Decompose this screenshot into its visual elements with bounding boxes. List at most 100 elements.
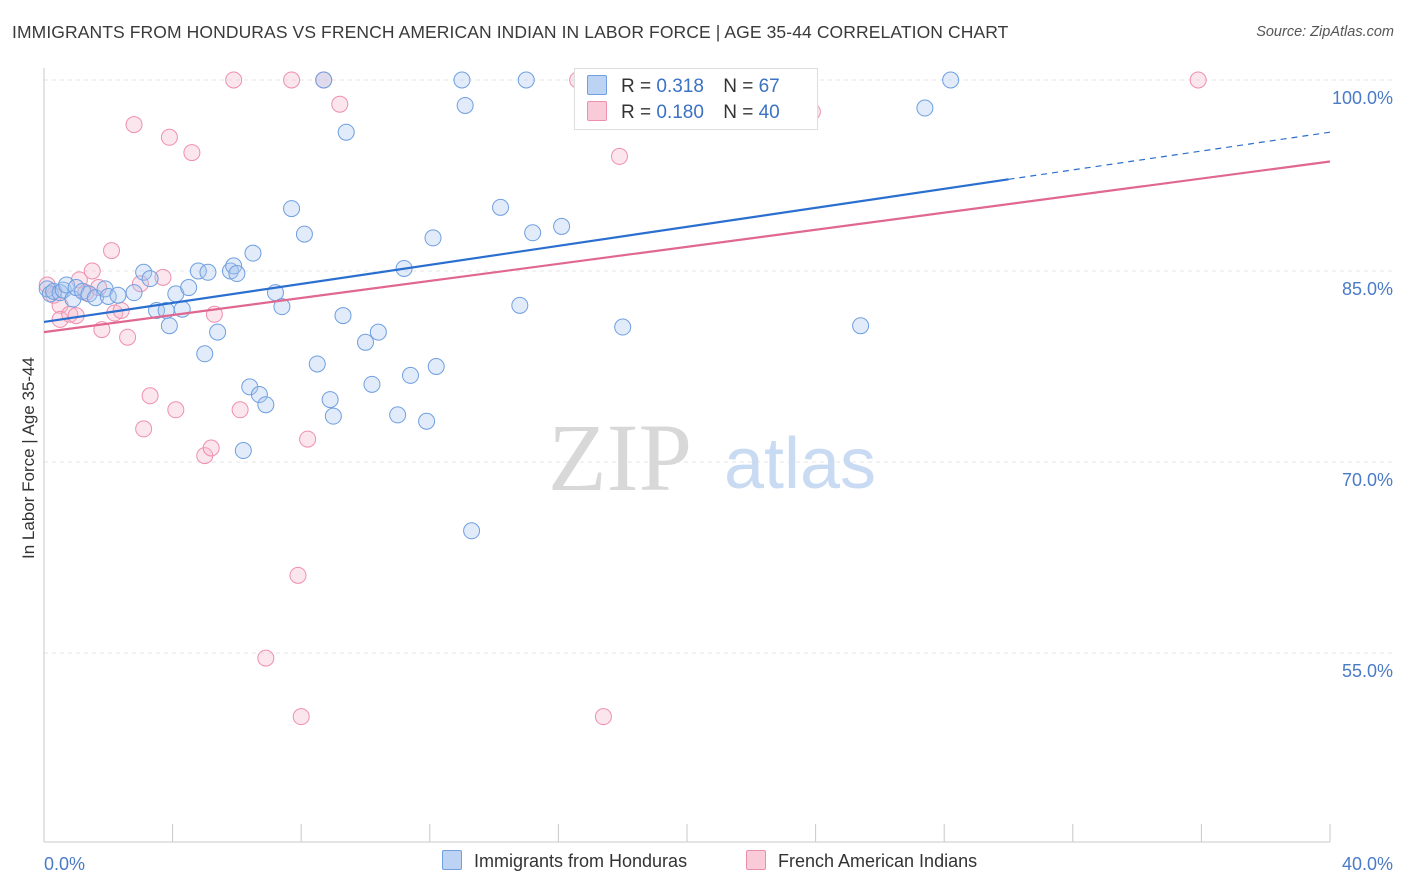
data-point <box>1189 71 1207 89</box>
y-tick-label: 55.0% <box>1342 661 1393 681</box>
data-point <box>553 217 571 235</box>
data-point <box>852 317 870 335</box>
legend-row-french-american-indians: R = 0.180 N = 40 <box>587 101 780 125</box>
data-point <box>418 412 436 430</box>
data-point <box>369 323 387 341</box>
data-point <box>125 116 143 134</box>
data-point <box>321 391 339 409</box>
y-tick-label: 100.0% <box>1332 88 1393 108</box>
data-point <box>225 71 243 89</box>
trend-line-honduras-extension <box>1008 131 1331 180</box>
data-point <box>257 649 275 667</box>
data-point <box>456 96 474 114</box>
trend-lines <box>43 131 1331 334</box>
legend-r-value-french-american-indians: 0.180 <box>656 102 704 123</box>
data-point <box>109 286 127 304</box>
data-point <box>141 387 159 405</box>
data-point <box>135 263 153 281</box>
legend-n-label: N = <box>723 76 754 97</box>
data-point <box>119 328 137 346</box>
data-point <box>90 279 108 297</box>
data-point <box>292 708 310 726</box>
watermark-zip: ZIP <box>548 404 692 511</box>
data-point <box>283 71 301 89</box>
data-point <box>308 355 326 373</box>
data-point <box>289 566 307 584</box>
data-point <box>427 358 445 375</box>
y-tick-label: 70.0% <box>1342 470 1393 490</box>
chart-title: IMMIGRANTS FROM HONDURAS VS FRENCH AMERI… <box>12 22 1009 42</box>
data-point <box>131 275 149 293</box>
data-point <box>331 95 349 113</box>
data-point <box>614 318 632 336</box>
axes <box>43 68 1331 843</box>
data-point <box>389 406 407 424</box>
data-point <box>228 265 246 283</box>
data-point <box>196 345 214 363</box>
stats-legend: R = 0.318 N = 67 R = 0.180 N = 40 <box>574 68 818 130</box>
grid-lines <box>44 79 1392 654</box>
data-point <box>942 71 960 89</box>
data-point <box>58 276 76 294</box>
series-french-american-indians <box>38 71 1207 726</box>
data-point <box>234 442 252 460</box>
data-point <box>424 229 442 247</box>
data-point <box>337 123 355 141</box>
data-point <box>453 71 471 89</box>
data-point <box>295 225 313 243</box>
data-point <box>183 144 201 162</box>
legend-n-value-honduras: 67 <box>758 76 780 97</box>
data-point <box>54 281 72 299</box>
legend-r-label: R = <box>621 102 652 123</box>
data-point <box>594 708 612 726</box>
data-point <box>38 276 56 294</box>
data-point <box>86 289 104 307</box>
data-point <box>916 99 934 117</box>
legend-swatch-pink <box>746 850 766 870</box>
data-point <box>524 224 542 242</box>
trend-line-honduras <box>43 178 1009 324</box>
data-point <box>463 522 481 540</box>
data-point <box>141 270 159 288</box>
watermark: ZIP atlas <box>548 404 876 511</box>
data-point <box>209 323 227 341</box>
data-point <box>160 128 178 146</box>
watermark-atlas: atlas <box>724 424 876 504</box>
data-point <box>202 439 220 457</box>
legend-item-french-american-indians: French American Indians <box>746 850 977 872</box>
series-legend: Immigrants from Honduras French American… <box>0 850 1406 878</box>
legend-n-label: N = <box>723 102 754 123</box>
data-point <box>315 71 333 89</box>
data-point <box>402 366 420 384</box>
data-point <box>135 420 153 438</box>
x-tick-label-min: 0.0% <box>44 854 85 874</box>
legend-label-honduras: Immigrants from Honduras <box>474 851 688 871</box>
data-point <box>334 307 352 325</box>
data-point <box>160 317 178 335</box>
x-tick-label-max: 40.0% <box>1342 854 1393 874</box>
data-point <box>199 263 217 281</box>
data-point <box>167 401 185 419</box>
data-point <box>357 333 374 351</box>
data-point <box>511 296 529 314</box>
data-point <box>103 242 121 260</box>
y-axis-title: In Labor Force | Age 35-44 <box>19 357 38 559</box>
data-point <box>231 401 249 419</box>
data-point <box>283 200 301 218</box>
data-point <box>492 198 510 216</box>
data-point <box>180 279 198 297</box>
legend-swatch-blue <box>587 75 607 95</box>
legend-swatch-blue <box>442 850 462 870</box>
data-point <box>610 147 628 165</box>
series-immigrants-from-honduras <box>38 71 960 540</box>
data-point <box>125 284 143 302</box>
legend-label-french-american-indians: French American Indians <box>778 851 978 871</box>
tick-labels: 55.0% 70.0% 85.0% 100.0% 0.0% 40.0% <box>44 88 1393 874</box>
legend-item-honduras: Immigrants from Honduras <box>442 850 687 872</box>
trend-line-french-american-indians <box>43 160 1331 334</box>
data-point <box>244 244 262 262</box>
legend-row-honduras: R = 0.318 N = 67 <box>587 75 780 99</box>
legend-swatch-pink <box>587 101 607 121</box>
legend-r-value-honduras: 0.318 <box>656 76 704 97</box>
